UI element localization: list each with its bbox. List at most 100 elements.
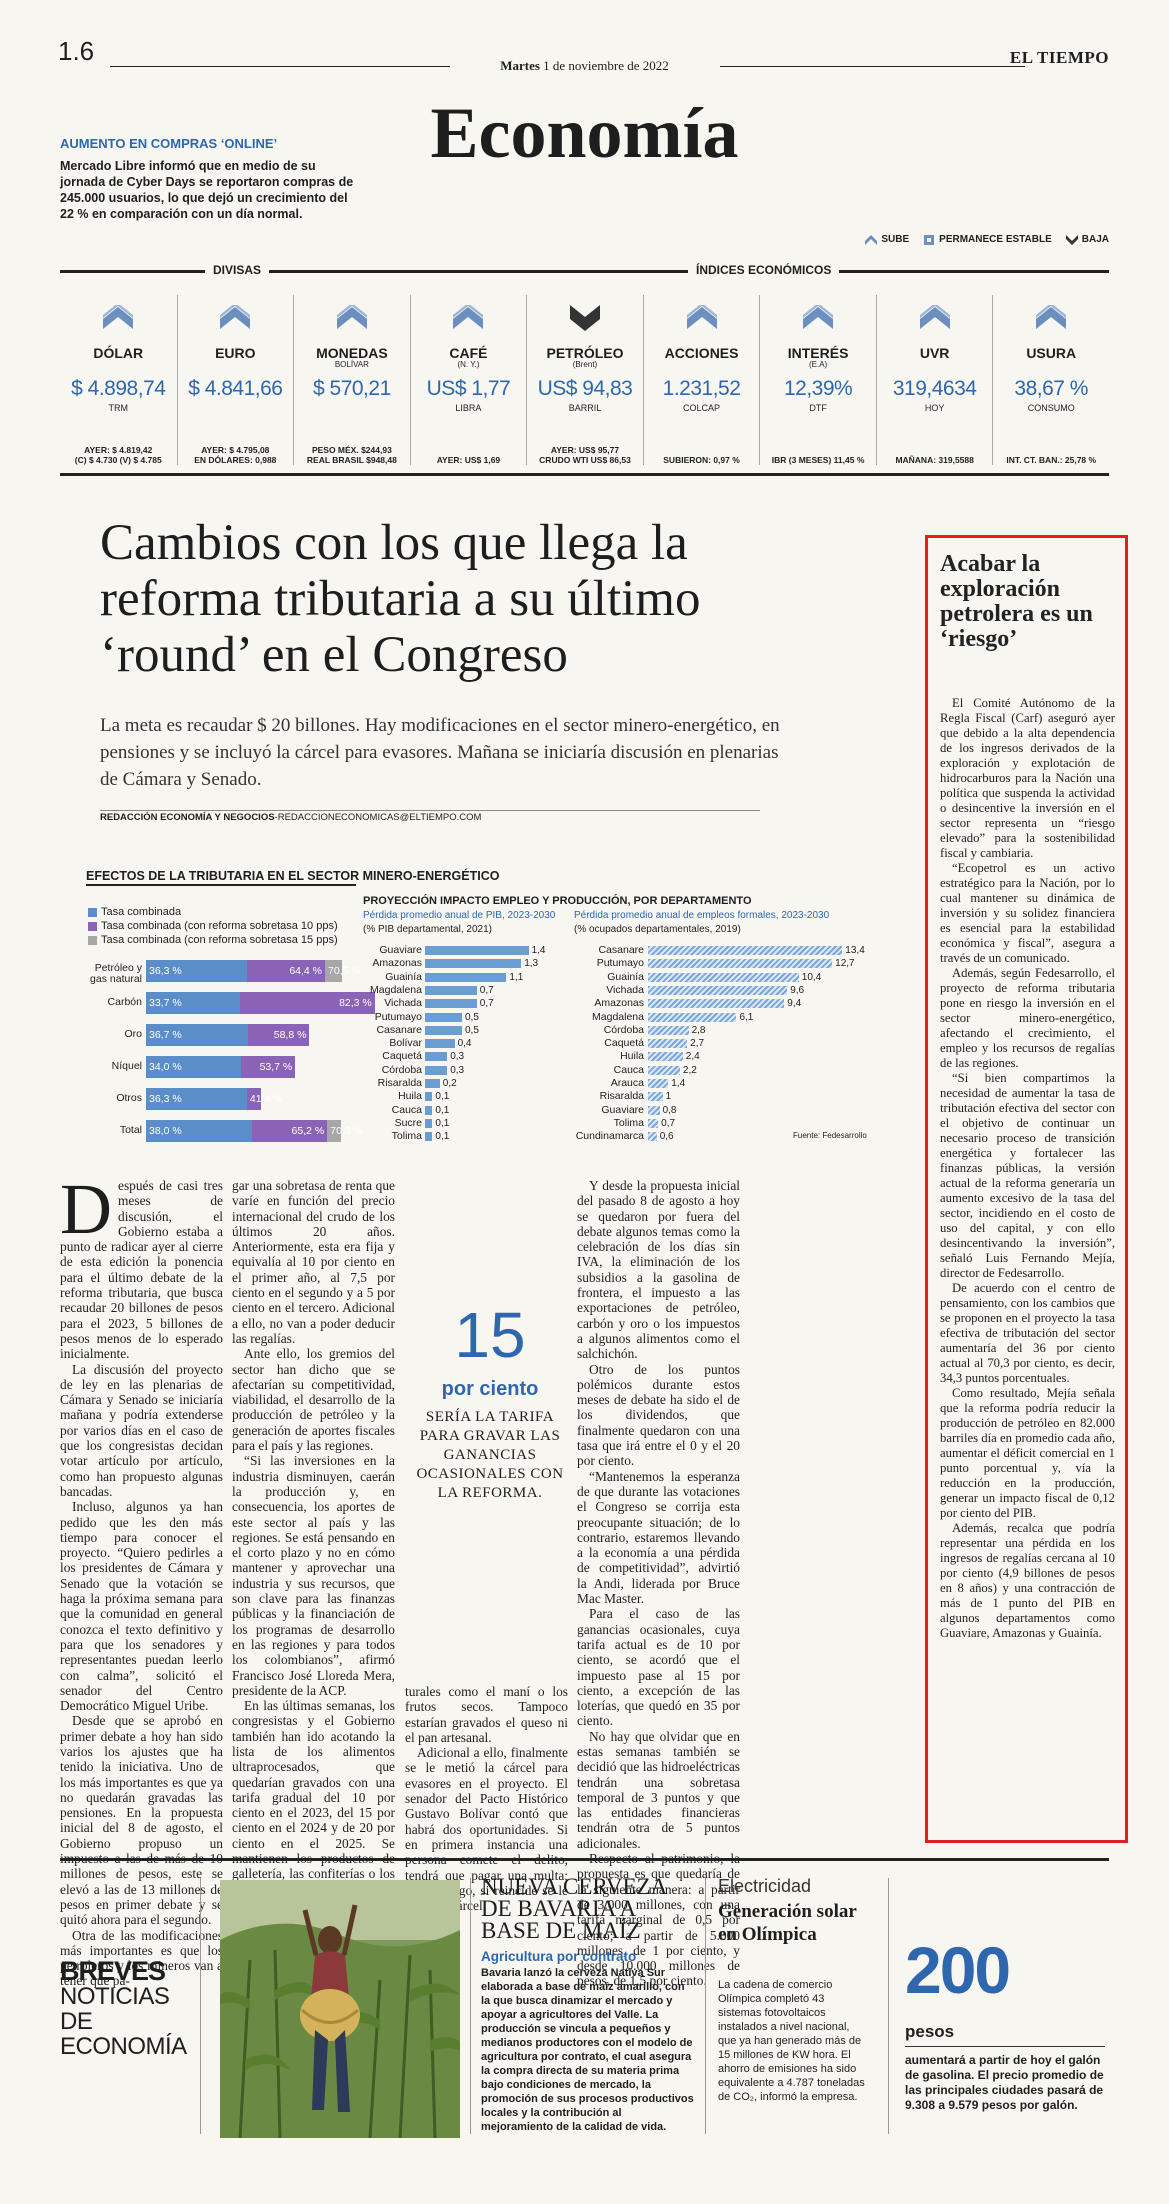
paragraph: Ante ello, los gremios del sector han di… [232,1346,395,1454]
indicator-sub [60,360,177,369]
teaser-title: AUMENTO EN COMPRAS ‘ONLINE’ [60,136,278,151]
legend-series-3: Tasa combinada (con reforma sobretasa 15… [88,933,338,947]
indicator-foot-line: IBR (3 MESES) 11,45 % [771,455,865,465]
indicator-unit: CONSUMO [1027,403,1075,413]
bar-value-label: 9,6 [790,984,805,996]
bar-value-label: 0,7 [479,998,494,1010]
bar-value-label: 1,1 [509,971,524,983]
bar-segment: 38,0 % [146,1120,252,1142]
article-column-2: gar una sobretasa de renta que varíe en … [232,1178,395,1989]
department-bar [425,1025,462,1035]
indicator-footer: IBR (3 MESES) 11,45 % [760,455,876,465]
article-deck: La meta es recaudar $ 20 billones. Hay m… [100,715,780,790]
department-label: Guainía [607,970,644,983]
pib-note: (% PIB departamental, 2021) [363,924,492,935]
legend-swatch [88,907,97,917]
legend-series-2: Tasa combinada (con reforma sobretasa 10… [88,919,338,933]
bar-value-label: 2,8 [691,1024,706,1036]
stacked-bar-row: Petróleo y gas natural 36,3 % 64,4 % 70,5 % [88,960,361,985]
breves-divider [470,1878,471,2134]
indicator-unit: TRM [108,403,129,413]
indicator-name: UVR [919,345,950,361]
department-label: Huila [620,1050,644,1063]
bar-value-label: 1,3 [524,958,539,970]
indicator-value: 38,67 % [1014,377,1088,400]
indicator-footer: AYER: US$ 1,69 [411,455,527,465]
indicator-value: $ 4.898,74 [71,377,166,400]
department-bar [648,1039,688,1049]
bavaria-body: Bavaria lanzó la cerveza Nativa Sur elab… [481,1967,694,2133]
header-date-text: 1 de noviembre de 2022 [543,58,669,73]
department-label: Arauca [610,1077,644,1089]
stacked-bar-row: Níquel 34,0 % 53,7 % [88,1056,348,1078]
bar-value-label: 0,7 [661,1117,676,1129]
indicator-sub: BOLÍVAR [334,360,369,369]
farmer-photo [220,1880,460,2138]
department-label: Vichada [606,983,644,996]
chevron-up-icon [336,303,367,329]
department-bar [648,1025,689,1035]
sidebar-paragraph: Como resultado, Mejía señala que la refo… [940,1386,1115,1520]
bar-value-label: 10,4 [801,971,822,983]
chevron-up-icon [686,303,717,329]
breves-divider [888,1878,889,2134]
sidebar-paragraph: “Ecopetrol es un activo estratégico para… [940,861,1115,965]
pullquote-unit: por ciento [441,1378,539,1400]
indicator-value: 1.231,52 [662,377,741,400]
indicator-name: USURA [1026,345,1077,361]
projection-title: PROYECCIÓN IMPACTO EMPLEO Y PRODUCCIÓN, … [363,895,752,907]
corn-field-illustration [220,1880,460,2138]
bar-value-label: 0,1 [435,1091,450,1103]
chart-source: Fuente: Fedesarrollo [793,1131,867,1140]
bar-value-label: 0,4 [457,1038,472,1050]
paragraph: Otro de los puntos polémicos durante est… [577,1361,740,1469]
indicator-6: INTERÉS (E.A) 12,39% DTF IBR (3 MESES) 11,45… [759,295,876,465]
paragraph: Otra de las modificaciones más important… [60,1927,223,1989]
department-label: Amazonas [372,957,422,970]
chevron-down-icon [569,305,600,331]
electricidad-body: La cadena de comercio Olímpica completó … [718,1979,865,2103]
indicator-foot-line: CRUDO WTI US$ 86,53 [539,455,631,465]
byline-email: -REDACCIONECONOMICAS@ELTIEMPO.COM [274,812,482,823]
department-bar [648,1065,680,1075]
indicator-1: EURO $ 4.841,66 AYER: $ 4.795,08 EN DÓLARES… [176,295,294,465]
sidebar-headline: Acabar la exploración petrolera es un ‘r… [940,551,1093,652]
paragraph: “Si las inversiones en la industria dism… [232,1453,395,1698]
pullquote-text: SERÍA LA TARIFA PARA GRAVAR LAS GANANCIA… [416,1409,564,1501]
breves-rule [60,1858,1109,1861]
bavaria-kicker: Agricultura por contrato [481,1949,637,1964]
bar-value-label: 0,5 [465,1011,479,1023]
bar-value-label: 2,7 [690,1038,705,1050]
department-label: Caquetá [382,1050,422,1063]
bar-segment: 33,7 % [146,992,240,1014]
chevron-up-icon [803,303,834,329]
bar-segment: 34,0 % [146,1056,241,1078]
legend-up: SUBE [865,234,909,245]
indicator-foot-line: SUBIERON: 0,97 % [663,455,740,465]
electricidad-title: Generación solar en Olímpica [718,1901,857,1945]
department-bar [425,1065,448,1075]
chart-title-rule [86,884,356,886]
indicator-8: USURA 38,67 % CONSUMO INT. CT. BAN.: 25,78 … [992,295,1109,465]
indicator-foot-line: AYER: US$ 95,77 [550,445,620,455]
indicator-unit: COLCAP [683,403,721,413]
bar-value-label: 1,4 [531,945,546,956]
department-label: Córdoba [381,1063,422,1076]
department-bar [648,999,785,1009]
section-title: Economía [430,93,739,173]
bar-segment: 36,3 % [146,960,247,982]
bar-value-label: 1 [665,1091,672,1103]
gasoline-increase-number: 200 [905,1933,1011,2007]
indicator-unit: BARRIL [568,403,602,413]
bar-value-label: 0,5 [465,1024,479,1036]
gasoline-increase-unit: pesos [905,2022,955,2041]
gasoline-rule [905,2046,1105,2047]
indicator-sub [993,360,1109,369]
department-label: Tolima [391,1130,422,1143]
chevron-up-icon [103,303,134,329]
bavaria-title: NUEVA CERVEZA DE BAVARIA A BASE DE MAÍZ [481,1874,666,1943]
chevron-down-icon [1065,234,1078,245]
department-label: Cundinamarca [575,1130,644,1143]
indicator-2: MONEDAS BOLÍVAR $ 570,21 PESO MÉX. $244,93 R… [293,295,410,465]
indicator-foot-line: EN DÓLARES: 0,988 [194,455,277,465]
